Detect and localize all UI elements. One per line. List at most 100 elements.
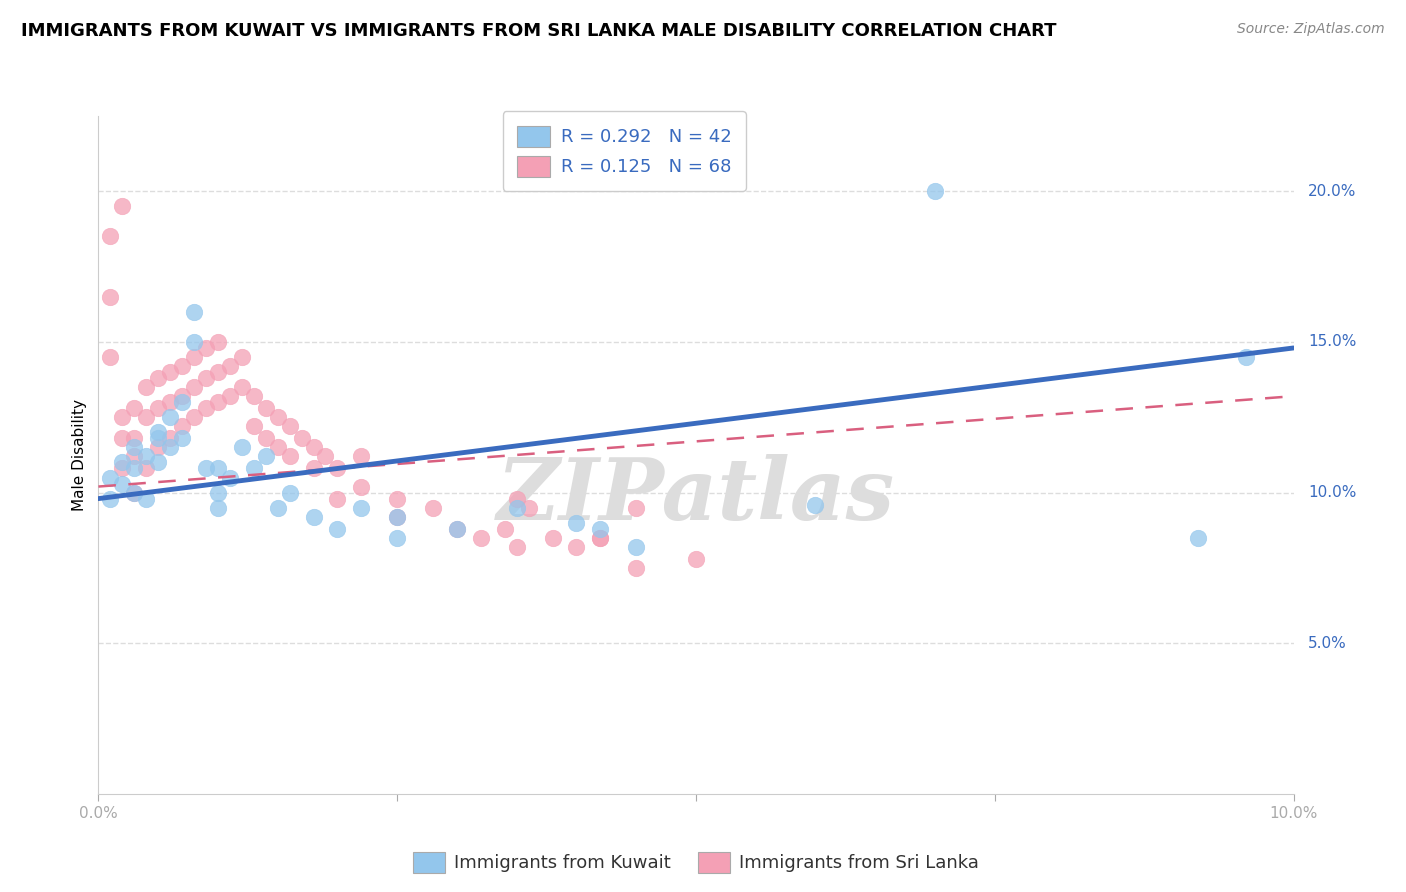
Point [172,359,194,373]
Point [326,491,349,506]
Point [254,450,277,464]
Point [385,531,409,545]
Y-axis label: Male Disability: Male Disability [72,399,87,511]
Point [148,431,170,445]
Point [194,341,218,355]
Point [302,461,325,475]
Point [326,522,349,536]
Point [183,334,205,349]
Point [446,522,468,536]
Text: 20.0%: 20.0% [1308,184,1357,199]
Point [124,431,146,445]
Point [159,410,181,425]
Point [172,395,194,409]
Point [624,500,647,515]
Point [254,401,277,416]
Point [135,410,157,425]
Point [207,500,229,515]
Point [315,450,337,464]
Point [243,389,266,403]
Point [589,531,612,545]
Text: 10.0%: 10.0% [1308,485,1357,500]
Point [685,552,707,566]
Point [385,509,409,524]
Point [243,419,266,434]
Point [231,380,253,394]
Point [172,431,194,445]
Point [135,450,157,464]
Point [589,531,612,545]
Point [565,540,588,554]
Text: 5.0%: 5.0% [1308,636,1347,651]
Text: 15.0%: 15.0% [1308,334,1357,350]
Point [111,476,134,491]
Point [385,509,409,524]
Point [267,410,290,425]
Point [111,431,134,445]
Point [254,431,277,445]
Point [243,461,266,475]
Point [135,491,157,506]
Point [219,359,242,373]
Point [506,540,529,554]
Point [290,431,312,445]
Point [98,290,122,304]
Point [1234,350,1257,364]
Point [148,401,170,416]
Point [98,491,122,506]
Point [124,485,146,500]
Point [278,485,301,500]
Point [183,380,205,394]
Point [1187,531,1209,545]
Point [385,491,409,506]
Point [159,431,181,445]
Point [350,500,373,515]
Point [172,389,194,403]
Point [148,441,170,455]
Point [219,389,242,403]
Point [124,461,146,475]
Point [135,380,157,394]
Point [98,229,122,244]
Legend: Immigrants from Kuwait, Immigrants from Sri Lanka: Immigrants from Kuwait, Immigrants from … [405,845,987,880]
Point [207,365,229,379]
Point [98,350,122,364]
Point [111,410,134,425]
Point [506,500,529,515]
Point [541,531,564,545]
Point [470,531,492,545]
Point [326,461,349,475]
Point [207,395,229,409]
Point [422,500,444,515]
Point [219,470,242,484]
Point [124,450,146,464]
Text: IMMIGRANTS FROM KUWAIT VS IMMIGRANTS FROM SRI LANKA MALE DISABILITY CORRELATION : IMMIGRANTS FROM KUWAIT VS IMMIGRANTS FRO… [21,22,1056,40]
Point [183,410,205,425]
Point [159,365,181,379]
Point [506,491,529,506]
Text: Source: ZipAtlas.com: Source: ZipAtlas.com [1237,22,1385,37]
Point [183,305,205,319]
Point [207,461,229,475]
Point [517,500,540,515]
Point [624,561,647,575]
Point [124,401,146,416]
Point [350,479,373,493]
Point [924,184,946,198]
Point [98,470,122,484]
Point [565,516,588,530]
Point [135,461,157,475]
Point [159,395,181,409]
Point [350,450,373,464]
Point [302,509,325,524]
Point [194,401,218,416]
Point [172,419,194,434]
Point [194,461,218,475]
Point [589,522,612,536]
Point [446,522,468,536]
Point [124,441,146,455]
Point [804,498,827,512]
Point [111,199,134,213]
Point [267,441,290,455]
Point [124,485,146,500]
